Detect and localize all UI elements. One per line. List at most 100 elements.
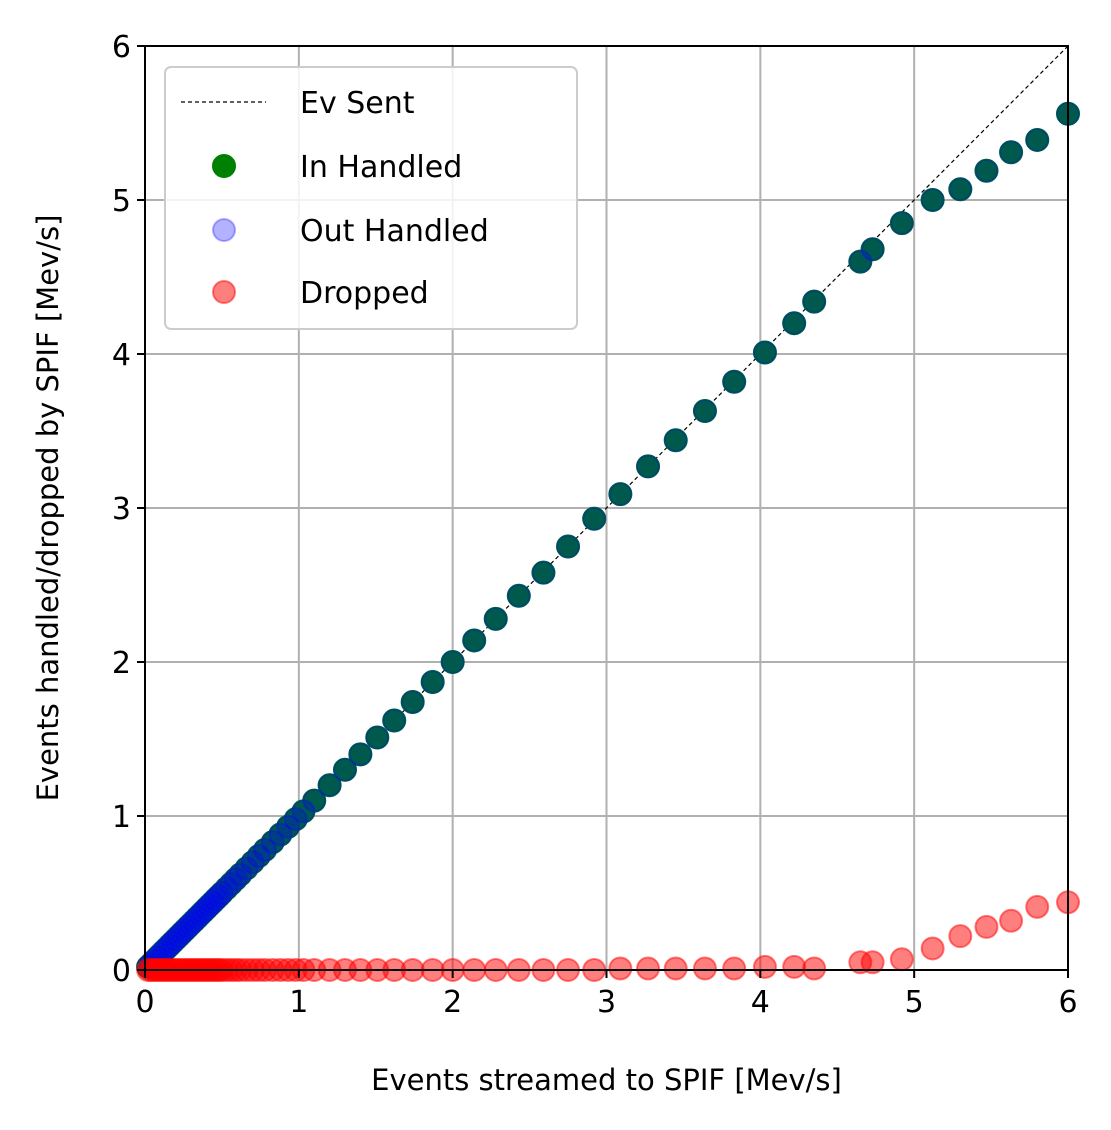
out-handled-point xyxy=(203,887,228,912)
dropped-point xyxy=(636,956,661,981)
in-handled-point xyxy=(722,369,747,394)
out-handled-point xyxy=(223,867,248,892)
dropped-point xyxy=(920,936,945,961)
in-handled-point xyxy=(999,140,1024,165)
in-handled-point xyxy=(889,211,914,236)
y-tick-label: 2 xyxy=(112,646,131,681)
dropped-point xyxy=(752,954,777,979)
legend-ev-sent-label: Ev Sent xyxy=(300,86,415,121)
out-handled-point xyxy=(636,454,661,479)
dropped-point xyxy=(692,956,717,981)
legend-out-handled-label: Out Handled xyxy=(300,214,489,249)
out-handled-point xyxy=(268,822,293,847)
out-handled-point xyxy=(332,757,357,782)
y-tick-label: 0 xyxy=(112,954,131,989)
out-handled-point xyxy=(999,140,1024,165)
out-handled-point xyxy=(166,924,191,949)
in-handled-point xyxy=(608,482,633,507)
legend-series-entries: In Handled Out Handled Dropped xyxy=(212,150,489,311)
dropped-point xyxy=(802,956,827,981)
in-handled-point xyxy=(531,560,556,585)
out-handled-point xyxy=(206,884,231,909)
out-handled-point xyxy=(302,788,327,813)
legend-out-handled-marker xyxy=(212,218,236,242)
in-handled-point xyxy=(663,428,688,453)
out-handled-point xyxy=(228,862,253,887)
out-handled-point xyxy=(176,914,201,939)
out-handled-point xyxy=(246,844,271,869)
legend: Ev Sent In Handled Out Handled Dropped xyxy=(164,66,578,330)
in-handled-point xyxy=(582,506,607,531)
y-tick-label: 1 xyxy=(112,800,131,835)
out-handled-point xyxy=(234,856,259,881)
axis-ticks: 0 1 2 3 4 5 6 0 1 2 3 4 5 6 xyxy=(112,30,1078,1020)
out-handled-point xyxy=(197,893,222,918)
in-handled-point xyxy=(382,708,407,733)
x-tick-label: 1 xyxy=(289,985,308,1020)
out-handled-point xyxy=(209,881,234,905)
in-handled-point xyxy=(802,289,827,314)
dropped-point xyxy=(860,950,885,975)
out-handled-point xyxy=(160,930,185,955)
x-tick-label: 5 xyxy=(905,985,924,1020)
out-handled-point xyxy=(440,650,465,674)
out-handled-point xyxy=(483,606,508,631)
out-handled-point xyxy=(185,905,210,930)
out-handled-point xyxy=(172,917,197,942)
in-handled-point xyxy=(420,670,445,695)
legend-in-handled-marker xyxy=(212,154,236,178)
out-handled-point xyxy=(848,249,873,274)
out-handled-point xyxy=(400,690,425,715)
in-handled-point xyxy=(332,757,357,782)
y-axis-label: Events handled/dropped by SPIF [Mev/s] xyxy=(31,215,65,802)
x-axis-label: Events streamed to SPIF [Mev/s] xyxy=(371,1063,842,1097)
in-handled-point xyxy=(752,340,777,365)
out-handled-point xyxy=(782,311,807,336)
out-handled-point xyxy=(860,237,885,262)
out-handled-point xyxy=(692,398,717,423)
in-handled-point xyxy=(462,628,487,653)
in-handled-point xyxy=(302,788,327,813)
out-handled-point xyxy=(802,289,827,314)
out-handled-point xyxy=(382,708,407,733)
out-handled-point xyxy=(182,908,207,933)
x-tick-label: 4 xyxy=(751,985,770,1020)
out-handled-point xyxy=(948,177,973,202)
out-handled-point xyxy=(1025,127,1050,152)
in-handled-point xyxy=(506,583,531,608)
in-handled-point xyxy=(920,188,945,212)
out-handled-point xyxy=(179,911,204,936)
legend-in-handled-label: In Handled xyxy=(300,150,462,185)
out-handled-point xyxy=(462,628,487,653)
in-handled-point xyxy=(348,742,373,767)
in-handled-point xyxy=(948,177,973,202)
out-handled-point xyxy=(276,814,301,839)
out-handled-point xyxy=(191,899,216,924)
out-handled-point xyxy=(582,506,607,531)
out-handled-point xyxy=(722,369,747,394)
x-tick-label: 3 xyxy=(597,985,616,1020)
out-handled-point xyxy=(194,896,219,921)
out-handled-point xyxy=(157,933,182,958)
out-handled-point xyxy=(348,742,373,767)
out-handled-point xyxy=(169,921,194,946)
out-handled-point xyxy=(163,927,188,952)
in-handled-point xyxy=(483,606,508,631)
out-handled-point xyxy=(608,482,633,507)
x-tick-label: 2 xyxy=(443,985,462,1020)
x-tick-label: 6 xyxy=(1058,985,1077,1020)
in-handled-point xyxy=(440,650,465,674)
series-dropped xyxy=(136,890,1080,982)
y-tick-label: 3 xyxy=(112,492,131,527)
in-handled-point xyxy=(692,398,717,423)
out-handled-point xyxy=(260,830,285,855)
in-handled-point xyxy=(636,454,661,479)
dropped-point xyxy=(608,956,633,981)
out-handled-point xyxy=(291,799,316,824)
in-handled-point xyxy=(556,534,581,559)
out-handled-point xyxy=(188,902,213,927)
out-handled-point xyxy=(506,583,531,608)
legend-box xyxy=(164,66,578,330)
out-handled-point xyxy=(214,876,239,901)
out-handled-point xyxy=(252,837,277,862)
